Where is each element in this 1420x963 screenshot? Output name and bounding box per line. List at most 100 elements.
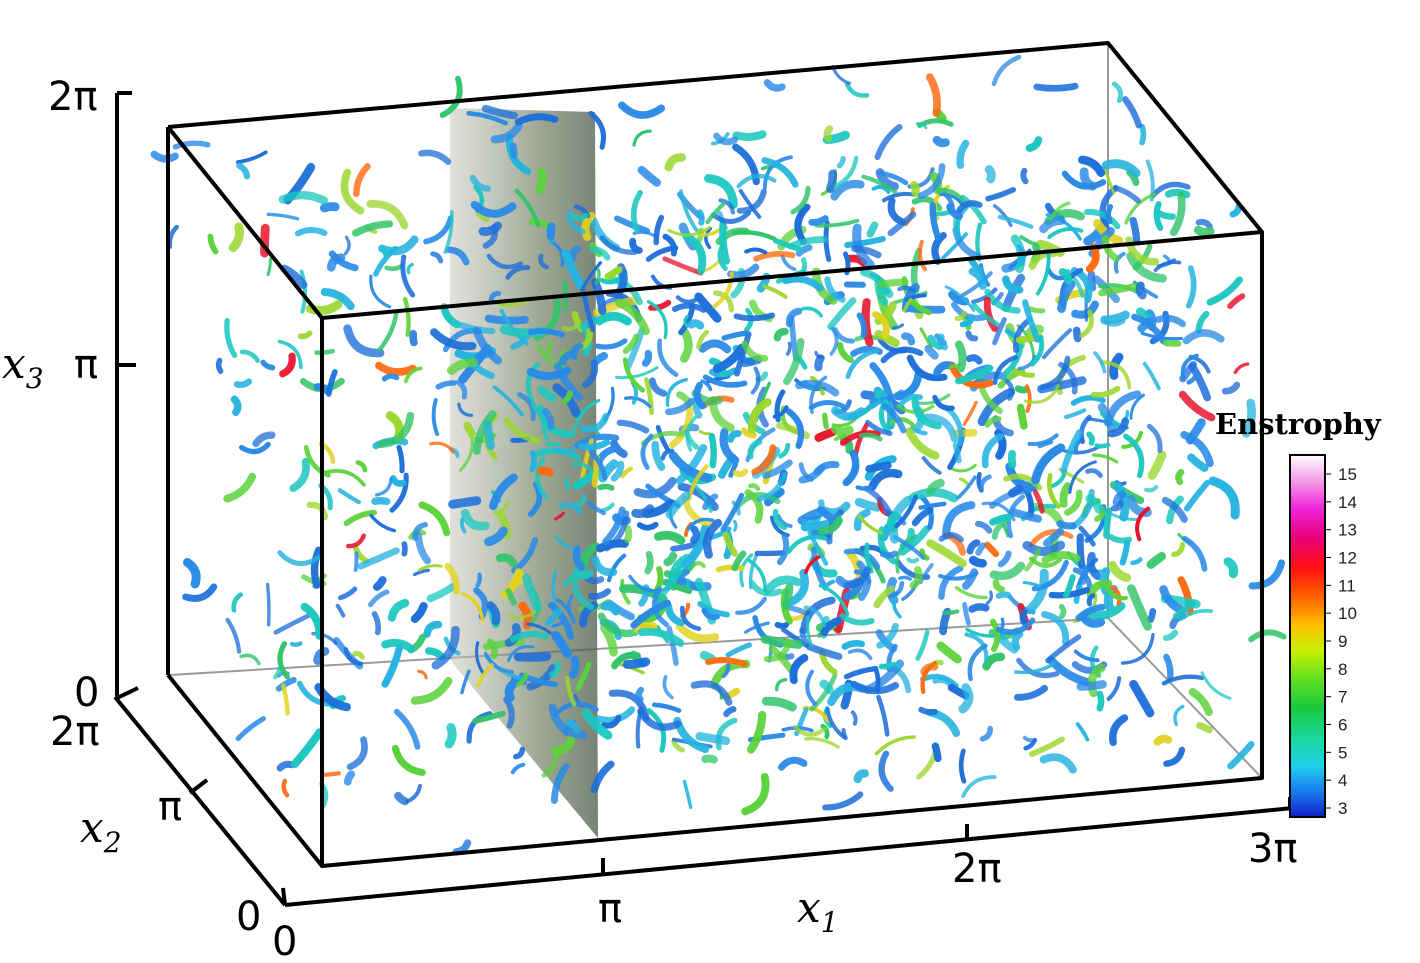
vortex-tube (445, 246, 470, 266)
vortex-tube (511, 536, 538, 574)
vortex-tube (616, 419, 650, 434)
vortex-tube (850, 710, 858, 726)
vortex-tube (514, 188, 541, 228)
vortex-tube (894, 494, 918, 529)
vortex-tube (954, 340, 967, 373)
vortex-tube (505, 265, 531, 280)
colorbar-labels: 15 14 13 12 11 10 9 8 7 6 5 4 3 (1325, 465, 1357, 818)
vortex-tube (289, 457, 310, 493)
vortex-tube (551, 621, 564, 628)
vortex-tube (390, 475, 407, 487)
vortex-tube (1159, 585, 1187, 615)
vortex-tube (1164, 188, 1191, 199)
vortex-tube (463, 421, 476, 438)
vortex-tube (597, 483, 615, 491)
vortex-tube (1037, 376, 1087, 394)
vortex-tube (637, 165, 661, 187)
vortex-tube (1002, 275, 1024, 294)
vortex-tube (938, 532, 964, 543)
vortex-tube (572, 398, 601, 431)
vortex-tube (401, 541, 408, 557)
vortex-tube (984, 165, 996, 184)
vortex-tube (1010, 366, 1036, 378)
vortex-tube (391, 744, 426, 776)
vortex-tube (417, 669, 428, 680)
vortex-tube (905, 427, 940, 460)
vortex-tube (915, 121, 928, 130)
vortex-tube (509, 142, 518, 159)
vortex-tube (1041, 328, 1073, 360)
vortex-tube (522, 573, 543, 612)
vortex-tube (586, 501, 606, 516)
vortex-tube (865, 419, 893, 436)
vortex-tube (831, 424, 854, 437)
vortex-tube (774, 621, 789, 629)
vortex-tube (300, 602, 324, 640)
x1-tick-2pi: 2π (952, 846, 1002, 892)
vortex-tube (1020, 167, 1029, 185)
vortex-tube (591, 278, 607, 315)
vortex-tube (618, 101, 666, 119)
vortex-tube (314, 348, 335, 356)
vortex-tube (995, 591, 1012, 599)
vortex-tube (756, 471, 787, 502)
vortex-tube (805, 669, 817, 706)
vortex-tube (590, 760, 615, 794)
vortex-tube (486, 601, 501, 626)
vortex-tube (396, 444, 405, 474)
vortex-tube (1031, 559, 1069, 592)
vortex-tube (335, 603, 346, 618)
vortex-tube (715, 717, 738, 751)
vortex-tube (1059, 482, 1072, 508)
vortex-tube (548, 703, 588, 740)
vortex-tube (440, 303, 461, 329)
vortex-tube (939, 192, 965, 207)
vortex-tube (967, 643, 988, 682)
vortex-tube (1104, 390, 1142, 427)
vortex-tube (985, 590, 993, 605)
vortex-tube (795, 244, 813, 257)
vortex-tube (819, 679, 834, 695)
vortex-tube (413, 568, 430, 577)
vortex-tube (753, 251, 796, 262)
vortex-tube (905, 293, 927, 302)
vortex-tube (860, 268, 894, 299)
vortex-tube (906, 354, 948, 382)
vortex-tube (924, 344, 939, 360)
vortex-tube (671, 738, 685, 753)
vortex-tube (1175, 468, 1185, 486)
vortex-tube (1075, 722, 1090, 742)
vortex-tube (343, 770, 356, 786)
vortex-tube (615, 298, 650, 336)
vortex-tube (224, 317, 238, 359)
vortex-tube (375, 477, 393, 497)
vortex-tube (1163, 653, 1174, 681)
vortex-tube (696, 209, 705, 226)
vortex-tube (568, 655, 580, 679)
vortex-tube (564, 675, 577, 707)
vortex-tube (1107, 534, 1133, 544)
vortex-tube (861, 298, 874, 347)
vortex-tube (426, 583, 456, 603)
vortex-tube (979, 725, 993, 742)
vortex-tube (1135, 281, 1147, 300)
vortex-tube (662, 233, 678, 257)
vortex-tube (223, 472, 257, 503)
vortex-tube (400, 254, 416, 298)
vortex-tube (731, 229, 777, 241)
vortex-tube (926, 478, 945, 496)
vortex-tube (967, 256, 984, 275)
vortex-tube (772, 508, 788, 531)
vortex-tube (697, 601, 730, 618)
vortex-tube (892, 591, 902, 619)
vortex-tube (430, 328, 477, 351)
vortex-tube (1185, 418, 1206, 445)
vortex-tube (728, 461, 738, 478)
vortex-tube (207, 233, 219, 255)
vortex-tube (702, 493, 719, 511)
vortex-tube (836, 155, 846, 169)
vortex-tube (887, 197, 906, 226)
vortex-tube (989, 513, 1012, 526)
x3-tick-pi: π (74, 342, 98, 388)
vortex-tube (865, 398, 882, 411)
